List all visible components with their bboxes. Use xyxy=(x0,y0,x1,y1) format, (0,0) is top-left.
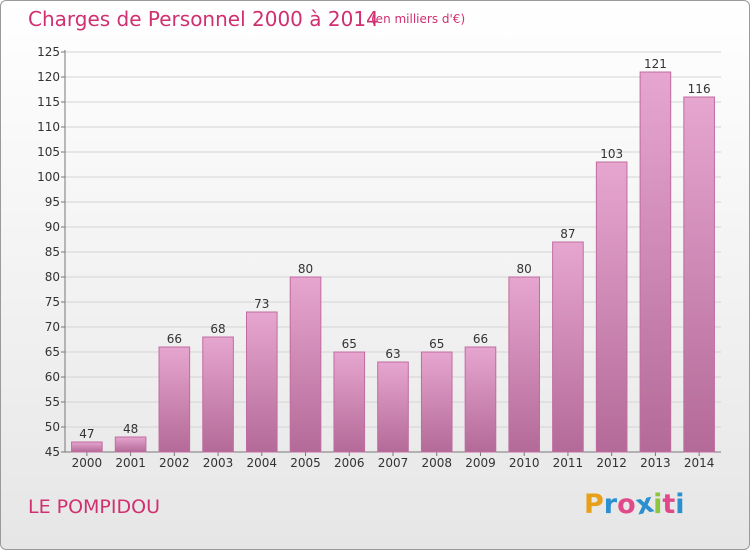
y-tick-label: 115 xyxy=(37,95,60,109)
value-label: 80 xyxy=(298,262,313,276)
x-tick-label: 2003 xyxy=(203,456,234,470)
value-label: 66 xyxy=(473,332,488,346)
bar-2002 xyxy=(158,346,191,453)
labels: 45 50 55 60 65 70 75 80 85 90 95 100 105 110 115 120 125… xyxy=(37,45,714,470)
bar-2007 xyxy=(377,361,409,453)
x-tick-label: 2014 xyxy=(684,456,715,470)
x-tick-label: 2008 xyxy=(421,456,452,470)
y-tick-label: 85 xyxy=(45,245,60,259)
y-tick-label: 50 xyxy=(45,420,60,434)
bar-2008 xyxy=(420,351,453,453)
y-tick-label: 75 xyxy=(45,295,60,309)
x-tick-label: 2011 xyxy=(553,456,584,470)
x-tick-label: 2005 xyxy=(290,456,321,470)
value-label: 65 xyxy=(342,337,357,351)
value-label: 65 xyxy=(429,337,444,351)
bars xyxy=(71,71,715,453)
logo-letter: r xyxy=(603,489,618,520)
place-name: LE POMPIDOU xyxy=(28,496,160,518)
y-tick-label: 70 xyxy=(45,320,60,334)
x-tick-label: 2007 xyxy=(378,456,409,470)
y-tick-label: 95 xyxy=(45,195,60,209)
bar-2014 xyxy=(683,96,715,453)
bar-2013 xyxy=(639,71,672,453)
bar-2011 xyxy=(552,241,584,453)
y-tick-label: 55 xyxy=(45,395,60,409)
logo-letter: P xyxy=(584,489,604,520)
bar-2009 xyxy=(464,346,497,453)
bar-2003 xyxy=(202,336,234,453)
value-label: 63 xyxy=(385,347,400,361)
value-label: 66 xyxy=(167,332,182,346)
chart-title: Charges de Personnel 2000 à 2014 xyxy=(28,7,379,31)
y-tick-label: 90 xyxy=(45,220,60,234)
x-tick-label: 2013 xyxy=(640,456,671,470)
x-tick-label: 2004 xyxy=(247,456,278,470)
y-tick-label: 125 xyxy=(37,45,60,59)
logo-letter: i xyxy=(653,489,663,520)
value-label: 48 xyxy=(123,422,138,436)
y-tick-label: 45 xyxy=(45,445,60,459)
x-tick-label: 2001 xyxy=(115,456,146,470)
y-tick-label: 100 xyxy=(37,170,60,184)
proxiti-logo: Proxiti xyxy=(584,488,685,522)
bar-2004 xyxy=(245,311,278,453)
y-tick-label: 65 xyxy=(45,345,60,359)
value-label: 80 xyxy=(517,262,532,276)
bar-2006 xyxy=(333,351,366,453)
logo-letter: o xyxy=(617,489,636,520)
value-label: 103 xyxy=(600,147,623,161)
x-tick-label: 2002 xyxy=(159,456,190,470)
value-label: 68 xyxy=(210,322,225,336)
value-label: 121 xyxy=(644,57,667,71)
y-tick-label: 110 xyxy=(37,120,60,134)
y-tick-label: 105 xyxy=(37,145,60,159)
bar-2012 xyxy=(595,161,628,453)
value-label: 116 xyxy=(688,82,711,96)
logo-letter: i xyxy=(675,489,685,520)
bar-2001 xyxy=(114,436,147,453)
y-tick-label: 80 xyxy=(45,270,60,284)
x-tick-label: 2009 xyxy=(465,456,496,470)
bar-2005 xyxy=(289,276,322,453)
bar-2010 xyxy=(508,276,541,453)
x-tick-label: 2012 xyxy=(596,456,627,470)
value-label: 73 xyxy=(254,297,269,311)
x-tick-label: 2006 xyxy=(334,456,365,470)
value-label: 47 xyxy=(79,427,94,441)
logo-letter: t xyxy=(662,489,676,520)
y-tick-label: 120 xyxy=(37,70,60,84)
bar-2000 xyxy=(71,441,103,453)
chart-subtitle: (en milliers d'€) xyxy=(371,12,466,26)
y-tick-label: 60 xyxy=(45,370,60,384)
value-label: 87 xyxy=(560,227,575,241)
x-tick-label: 2010 xyxy=(509,456,540,470)
x-tick-label: 2000 xyxy=(72,456,103,470)
